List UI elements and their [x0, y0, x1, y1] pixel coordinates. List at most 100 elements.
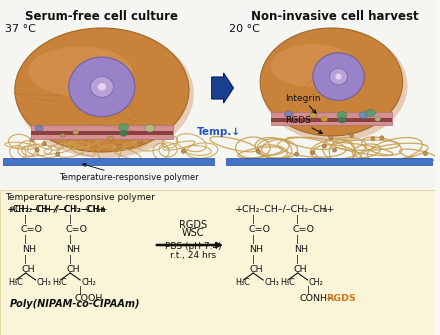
- Ellipse shape: [380, 136, 384, 140]
- Text: RGDS: RGDS: [326, 294, 356, 303]
- Ellipse shape: [108, 136, 114, 141]
- Text: |: |: [296, 255, 299, 264]
- Ellipse shape: [350, 133, 354, 137]
- Ellipse shape: [285, 112, 292, 117]
- Text: CH₂: CH₂: [81, 278, 96, 287]
- Ellipse shape: [30, 137, 34, 141]
- Ellipse shape: [260, 28, 403, 136]
- Text: Temperature-responsive polymer: Temperature-responsive polymer: [59, 163, 199, 182]
- Ellipse shape: [375, 117, 381, 121]
- Text: CH₃: CH₃: [37, 278, 51, 287]
- Ellipse shape: [261, 30, 407, 142]
- Text: |: |: [296, 215, 299, 224]
- Ellipse shape: [84, 137, 88, 141]
- Text: PBS (pH 7.4): PBS (pH 7.4): [165, 242, 221, 251]
- Ellipse shape: [35, 125, 43, 131]
- Text: |: |: [252, 215, 255, 224]
- Ellipse shape: [295, 152, 299, 156]
- FancyArrow shape: [212, 73, 234, 103]
- Ellipse shape: [338, 117, 346, 123]
- Ellipse shape: [335, 74, 342, 80]
- Ellipse shape: [333, 148, 337, 152]
- Text: r.t., 24 hrs: r.t., 24 hrs: [170, 251, 216, 260]
- Ellipse shape: [313, 53, 364, 100]
- Bar: [3, 158, 214, 165]
- Text: |: |: [252, 235, 255, 244]
- Ellipse shape: [16, 30, 194, 158]
- Ellipse shape: [371, 137, 375, 141]
- Text: COOH: COOH: [74, 294, 103, 303]
- Text: Temp.↓: Temp.↓: [197, 127, 241, 137]
- Text: H₃C: H₃C: [52, 278, 67, 287]
- Ellipse shape: [323, 144, 326, 148]
- Bar: [0, 190, 435, 335]
- Text: 20 °C: 20 °C: [230, 24, 260, 34]
- Text: Non-invasive cell harvest: Non-invasive cell harvest: [250, 10, 418, 23]
- Ellipse shape: [329, 135, 333, 139]
- Text: CH₂: CH₂: [308, 278, 323, 287]
- Text: NH: NH: [22, 245, 36, 254]
- Ellipse shape: [181, 149, 185, 153]
- Ellipse shape: [36, 126, 43, 131]
- Bar: [30, 131, 173, 135]
- Ellipse shape: [423, 151, 427, 155]
- Text: H₃C: H₃C: [235, 278, 250, 287]
- Ellipse shape: [139, 139, 143, 143]
- Text: n: n: [95, 207, 99, 213]
- Text: C=O: C=O: [293, 225, 315, 234]
- Text: H₃C: H₃C: [280, 278, 295, 287]
- Text: CH: CH: [294, 265, 308, 274]
- Ellipse shape: [256, 149, 260, 153]
- Ellipse shape: [330, 68, 348, 85]
- Ellipse shape: [310, 112, 318, 118]
- Text: WSC: WSC: [182, 228, 204, 238]
- Ellipse shape: [311, 150, 315, 154]
- Text: H₃C: H₃C: [8, 278, 23, 287]
- FancyArrow shape: [156, 243, 222, 248]
- Text: |: |: [307, 286, 310, 295]
- Text: |: |: [24, 235, 27, 244]
- Bar: [0, 0, 435, 190]
- Text: Integrin: Integrin: [285, 94, 321, 113]
- Text: +CH₂–CH–/–CH₂–CH+: +CH₂–CH–/–CH₂–CH+: [8, 204, 106, 213]
- Text: |: |: [69, 215, 72, 224]
- Text: NH: NH: [249, 245, 263, 254]
- Text: n: n: [100, 207, 105, 213]
- Ellipse shape: [359, 112, 368, 119]
- Text: n: n: [100, 207, 105, 213]
- Ellipse shape: [118, 144, 122, 148]
- Ellipse shape: [15, 28, 189, 152]
- Text: CH: CH: [66, 265, 80, 274]
- Text: Temperature-responsive polymer: Temperature-responsive polymer: [5, 193, 155, 202]
- Ellipse shape: [321, 117, 328, 122]
- Text: CH: CH: [249, 265, 263, 274]
- Text: CONH–: CONH–: [300, 294, 333, 303]
- Ellipse shape: [42, 142, 46, 146]
- Ellipse shape: [366, 109, 375, 117]
- Ellipse shape: [35, 148, 39, 152]
- Text: NH: NH: [66, 245, 80, 254]
- Text: |: |: [79, 286, 82, 295]
- Ellipse shape: [73, 130, 79, 135]
- Text: +CH₂–CH–/–CH₂–CH+: +CH₂–CH–/–CH₂–CH+: [235, 204, 336, 213]
- Text: NH: NH: [294, 245, 308, 254]
- Text: +CH₂–CH–/–CH₂–CH+: +CH₂–CH–/–CH₂–CH+: [8, 204, 106, 213]
- Text: n: n: [323, 207, 327, 213]
- Text: CH: CH: [22, 265, 35, 274]
- Text: C=O: C=O: [21, 225, 43, 234]
- Bar: [226, 158, 432, 165]
- Ellipse shape: [98, 83, 106, 91]
- Ellipse shape: [56, 152, 60, 156]
- Bar: [271, 112, 392, 125]
- Ellipse shape: [271, 44, 356, 87]
- Text: C=O: C=O: [65, 225, 87, 234]
- Ellipse shape: [120, 130, 128, 136]
- Text: |: |: [24, 255, 27, 264]
- Ellipse shape: [69, 57, 135, 117]
- Text: Serum-free cell culture: Serum-free cell culture: [26, 10, 178, 23]
- Text: |: |: [24, 215, 27, 224]
- Ellipse shape: [119, 124, 128, 131]
- Text: Poly(NIPAM-co-CIPAAm): Poly(NIPAM-co-CIPAAm): [10, 299, 140, 309]
- Text: C=O: C=O: [248, 225, 270, 234]
- Text: RGDS: RGDS: [179, 220, 207, 230]
